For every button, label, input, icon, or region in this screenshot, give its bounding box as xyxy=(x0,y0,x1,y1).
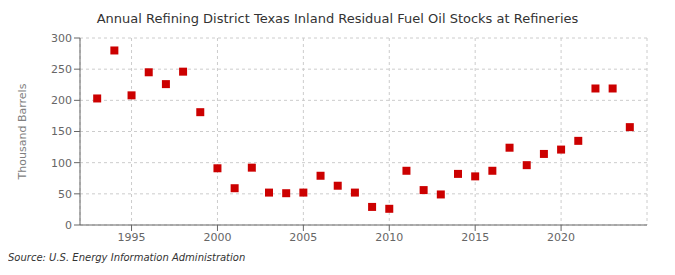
svg-text:100: 100 xyxy=(51,157,72,170)
html-text:Annual Refining District Texas: Annual Refining District Texas Inland Re… xyxy=(96,11,579,26)
svg-text:2000: 2000 xyxy=(203,231,231,244)
svg-text:250: 250 xyxy=(51,63,72,76)
svg-text:2005: 2005 xyxy=(289,231,317,244)
svg-text:300: 300 xyxy=(51,32,72,45)
svg-text:50: 50 xyxy=(58,188,72,201)
svg-text:200: 200 xyxy=(51,94,72,107)
svg-text:2010: 2010 xyxy=(375,231,403,244)
svg-text:0: 0 xyxy=(65,219,72,232)
svg-text:2015: 2015 xyxy=(461,231,489,244)
svg-text:Thousand Barrels: Thousand Barrels xyxy=(16,83,29,180)
svg-text:1995: 1995 xyxy=(118,231,146,244)
html-text:Source: U.S. Energy Informatio: Source: U.S. Energy Information Administ… xyxy=(8,252,246,263)
svg-text:2020: 2020 xyxy=(547,231,575,244)
svg-text:150: 150 xyxy=(51,125,72,138)
